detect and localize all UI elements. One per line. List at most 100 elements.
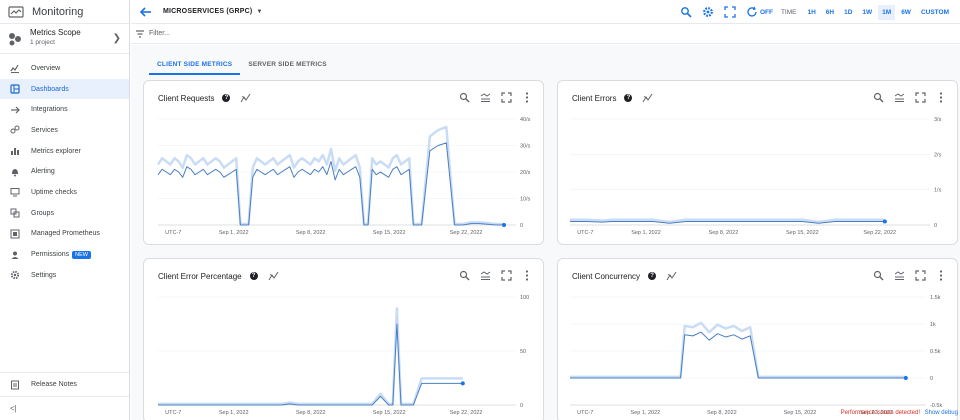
sidebar-item-uptime-checks[interactable]: Uptime checks — [0, 182, 129, 203]
series-end-point — [882, 219, 887, 224]
tab-server-side-metrics[interactable]: SERVER SIDE METRICS — [248, 61, 327, 68]
x-tick-label: UTC-7 — [577, 230, 593, 236]
x-tick-label: Sep 8, 2022 — [296, 410, 326, 416]
y-tick-label: 10/s — [520, 197, 531, 203]
more-vert-icon[interactable] — [935, 91, 947, 103]
chart-title: Client Errors ? — [572, 93, 654, 103]
y-tick-label: 0 — [520, 223, 523, 229]
performance-warning: Performance issues detected! — [840, 410, 920, 416]
zoom-icon[interactable] — [458, 269, 470, 281]
legend-toggle-icon[interactable] — [893, 91, 905, 103]
sidebar-item-overview[interactable]: Overview — [0, 58, 129, 79]
expand-icon[interactable] — [500, 91, 512, 103]
legend-toggle-icon[interactable] — [479, 269, 491, 281]
dashboard-title[interactable]: MICROSERVICES (GRPC) — [163, 8, 253, 15]
legend-toggle-icon[interactable] — [893, 269, 905, 281]
x-tick-label: Sep 22, 2022 — [450, 230, 483, 236]
more-vert-icon[interactable] — [935, 269, 947, 281]
explore-icon[interactable] — [666, 271, 678, 281]
tab-client-side-metrics[interactable]: CLIENT SIDE METRICS — [149, 57, 241, 75]
y-tick-label: 20/s — [520, 170, 531, 176]
range-1m[interactable]: 1M — [878, 4, 896, 20]
y-tick-label: 40/s — [520, 117, 531, 123]
gear-icon — [10, 270, 20, 280]
notes-icon — [10, 380, 20, 390]
card-tools — [449, 91, 533, 103]
zoom-reset-icon[interactable] — [680, 6, 692, 18]
x-tick-label: Sep 8, 2022 — [707, 410, 737, 416]
sidebar-item-managed-prometheus[interactable]: Managed Prometheus — [0, 224, 129, 245]
brand[interactable]: Monitoring — [0, 0, 129, 24]
explore-icon[interactable] — [642, 93, 654, 103]
help-icon[interactable]: ? — [222, 94, 231, 102]
release-notes-link[interactable]: Release Notes — [0, 372, 129, 396]
metrics-scope-selector[interactable]: Metrics Scope 1 project ❯ — [0, 24, 129, 54]
range-1h[interactable]: 1H — [807, 8, 816, 16]
caret-down-icon[interactable]: ▼ — [256, 8, 263, 15]
help-icon[interactable]: ? — [249, 272, 258, 280]
sidebar-item-metrics-explorer[interactable]: Metrics explorer — [0, 141, 129, 162]
filter-bar[interactable]: Filter... — [131, 24, 960, 44]
collapse-sidebar-button[interactable]: <| — [0, 396, 129, 420]
chart-plot[interactable]: 1.5k 1k 0.5k 0 -0.5k UTC-7 Sep 1, 2022 Sep 8, 2… — [558, 259, 959, 420]
y-tick-label: 30/s — [520, 144, 531, 150]
range-1d[interactable]: 1D — [844, 8, 853, 16]
sidebar-item-label: Alerting — [31, 168, 55, 176]
back-arrow-icon[interactable] — [139, 5, 153, 19]
services-icon — [10, 125, 20, 135]
series-band — [570, 218, 885, 224]
chart-plot[interactable]: 100 50 0 UTC-7 Sep 1, 2022 Sep 8, 2022 Sep 15,… — [144, 259, 545, 420]
chart-title: Client Requests ? — [158, 93, 252, 103]
sidebar-item-settings[interactable]: Settings — [0, 265, 129, 286]
expand-icon[interactable] — [914, 269, 926, 281]
monitor-icon — [10, 187, 20, 197]
filter-icon — [136, 29, 144, 38]
chart-card-client-error-percentage: Client Error Percentage ? 100 50 0 UTC-7 Sep… — [143, 258, 544, 420]
series-band — [570, 321, 906, 379]
dashboard-content: CLIENT SIDE METRICS SERVER SIDE METRICS … — [131, 45, 960, 420]
x-tick-label: Sep 8, 2022 — [296, 230, 326, 236]
show-debug-link[interactable]: Show debug — [924, 410, 958, 416]
explore-icon[interactable] — [268, 271, 280, 281]
sidebar-footer: Release Notes <| — [0, 372, 129, 420]
range-6h[interactable]: 6H — [825, 8, 835, 16]
series-band — [158, 307, 463, 406]
filter-input[interactable]: Filter... — [149, 30, 171, 37]
expand-icon[interactable] — [500, 269, 512, 281]
expand-icon[interactable] — [914, 91, 926, 103]
x-tick-label: Sep 15, 2022 — [784, 410, 817, 416]
sidebar-item-integrations[interactable]: Integrations — [0, 99, 129, 120]
help-icon[interactable]: ? — [648, 272, 657, 280]
sidebar-item-services[interactable]: Services — [0, 120, 129, 141]
range-custom[interactable]: CUSTOM — [920, 8, 949, 16]
range-1w[interactable]: 1W — [862, 8, 873, 16]
auto-refresh-toggle[interactable]: OFF — [759, 8, 773, 16]
auto-refresh-icon[interactable] — [746, 6, 758, 18]
settings-icon[interactable] — [702, 6, 714, 18]
y-tick-label: 1k — [930, 322, 936, 328]
y-tick-label: 0 — [520, 403, 523, 409]
zoom-icon[interactable] — [872, 91, 884, 103]
x-tick-label: Sep 22, 2022 — [450, 410, 483, 416]
more-vert-icon[interactable] — [521, 91, 533, 103]
sidebar-item-groups[interactable]: Groups — [0, 203, 129, 224]
scope-subtitle: 1 project — [30, 39, 55, 46]
scope-icon — [9, 33, 21, 46]
sidebar-item-label: Integrations — [31, 106, 68, 114]
sidebar-item-permissions[interactable]: Permissions NEW — [0, 244, 129, 265]
sidebar-item-dashboards[interactable]: Dashboards — [0, 78, 129, 100]
fullscreen-icon[interactable] — [724, 6, 736, 18]
help-icon[interactable]: ? — [624, 94, 633, 102]
legend-toggle-icon[interactable] — [479, 91, 491, 103]
chart-plot[interactable]: 40/s 30/s 20/s 10/s 0 UTC-7 Sep 1, 2022 Sep 8, … — [144, 81, 545, 246]
chart-plot[interactable]: 3/s 2/s 1/s 0 UTC-7 Sep 1, 2022 Sep 8, 2022 Sep… — [558, 81, 959, 246]
more-vert-icon[interactable] — [521, 269, 533, 281]
sidebar-item-alerting[interactable]: Alerting — [0, 161, 129, 182]
explore-icon[interactable] — [240, 93, 252, 103]
zoom-icon[interactable] — [458, 91, 470, 103]
zoom-icon[interactable] — [872, 269, 884, 281]
chart-card-client-concurrency: Client Concurrency ? 1.5k 1k 0.5k 0 -0.5k UTC… — [557, 258, 958, 420]
range-6w[interactable]: 6W — [901, 8, 911, 16]
y-tick-label: 0.5k — [930, 349, 941, 355]
groups-icon — [10, 208, 20, 218]
